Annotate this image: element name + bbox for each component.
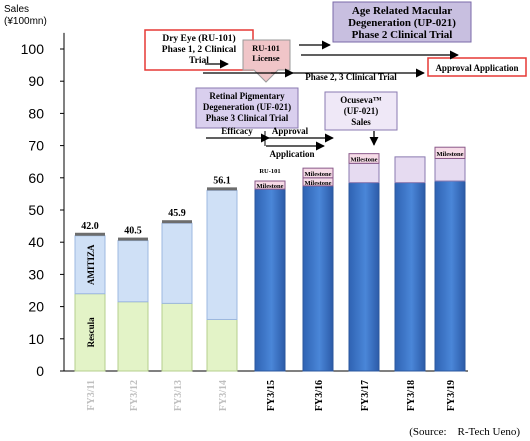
bar-cap	[118, 237, 148, 241]
y-tick-label: 90	[28, 73, 44, 89]
segment-label-rescula: Rescula	[86, 317, 96, 347]
bar-segment-rescula	[206, 318, 238, 372]
ocuseva-label: Ocuseva™ (UF-021) Sales	[340, 95, 382, 127]
bar-cap	[75, 232, 105, 236]
dry-eye-label: Dry Eye (RU-101) Phase 1, 2 Clinical Trial	[162, 33, 237, 66]
y-tick-label: 0	[36, 363, 44, 379]
ru101-license-box	[242, 39, 291, 83]
bar-total-label: 45.9	[168, 208, 186, 219]
milestone-label: Milestone	[350, 156, 377, 163]
bar-segment-milestone	[434, 146, 466, 159]
bar-segment-rescula	[161, 302, 193, 372]
x-tick-label: FY3/14	[218, 380, 229, 411]
y-axis-unit: (¥100mn)	[4, 16, 47, 27]
x-tick-label: FY3/11	[86, 380, 97, 411]
bar-segment-base	[254, 188, 286, 372]
bar-cap	[207, 187, 237, 191]
bar-segment-base	[394, 182, 426, 372]
x-tick-label: FY3/15	[266, 380, 277, 411]
y-tick-label: 40	[28, 234, 44, 250]
y-tick-label: 70	[28, 138, 44, 154]
ru101-small-label: RU-101	[259, 168, 280, 175]
milestone-label: Milestone	[304, 171, 331, 178]
bar-segment-sales	[434, 157, 466, 182]
bar-segment-amitiza	[161, 222, 193, 304]
phase23-label: Phase 2, 3 Clinical Trial	[305, 72, 397, 82]
bar-segment-sales	[348, 162, 380, 184]
y-tick-label: 100	[21, 41, 45, 57]
approval-application-box	[427, 57, 527, 77]
milestone-label: Milestone	[436, 151, 463, 158]
bar-segment-milestone	[302, 167, 334, 179]
dry-eye-box	[144, 29, 254, 71]
x-tick-label: FY3/19	[446, 380, 457, 411]
bar-total-label: 56.1	[213, 175, 231, 186]
efficacy-label: Efficacy	[221, 126, 253, 136]
milestone-label: Milestone	[304, 180, 331, 187]
milestone-label: Milestone	[256, 183, 283, 190]
y-axis-title: Sales (¥100mn)	[4, 4, 47, 28]
bar-cap	[162, 220, 192, 224]
x-tick-label: FY3/16	[314, 380, 325, 411]
bar-total-label: 42.0	[81, 221, 99, 232]
bar-segment-amitiza	[206, 189, 238, 320]
x-tick-label: FY3/18	[406, 380, 417, 411]
y-tick-label: 80	[28, 105, 44, 121]
bar-segment-amitiza	[117, 240, 149, 303]
x-tick-label: FY3/17	[360, 380, 371, 411]
rp-label: Retinal Pigmentary Degeneration (UF-021) P…	[203, 91, 291, 123]
ru101-license-label: RU-101 License	[252, 43, 280, 63]
bar-total-label: 40.5	[124, 226, 142, 237]
bar-segment-base	[434, 180, 466, 372]
amd-box	[332, 1, 472, 43]
y-tick-label: 50	[28, 202, 44, 218]
segment-label-amitiza: AMITIZA	[86, 244, 96, 285]
application-label: Application	[269, 149, 314, 159]
bar-segment-rescula	[117, 301, 149, 372]
rp-box	[195, 87, 299, 129]
y-tick-label: 10	[28, 331, 44, 347]
bar-segment-base	[302, 185, 334, 372]
approval-label: Approval	[272, 126, 309, 136]
y-tick-label: 20	[28, 299, 44, 315]
x-tick-label: FY3/13	[173, 380, 184, 411]
bar-segment-milestone	[254, 180, 286, 190]
x-tick-label: FY3/12	[129, 380, 140, 411]
approval-application-label: Approval Application	[435, 63, 518, 73]
y-tick-label: 60	[28, 170, 44, 186]
amd-label: Age Related Macular Degeneration (UP-021)…	[348, 5, 456, 41]
bar-segment-milestone	[348, 153, 380, 164]
y-tick-label: 30	[28, 266, 44, 282]
source-note: (Source: R-Tech Ueno)	[409, 426, 520, 438]
y-axis-label: Sales	[4, 4, 30, 15]
bar-segment-sales	[394, 156, 426, 184]
bar-segment-base	[348, 182, 380, 372]
ocuseva-box	[324, 91, 398, 131]
